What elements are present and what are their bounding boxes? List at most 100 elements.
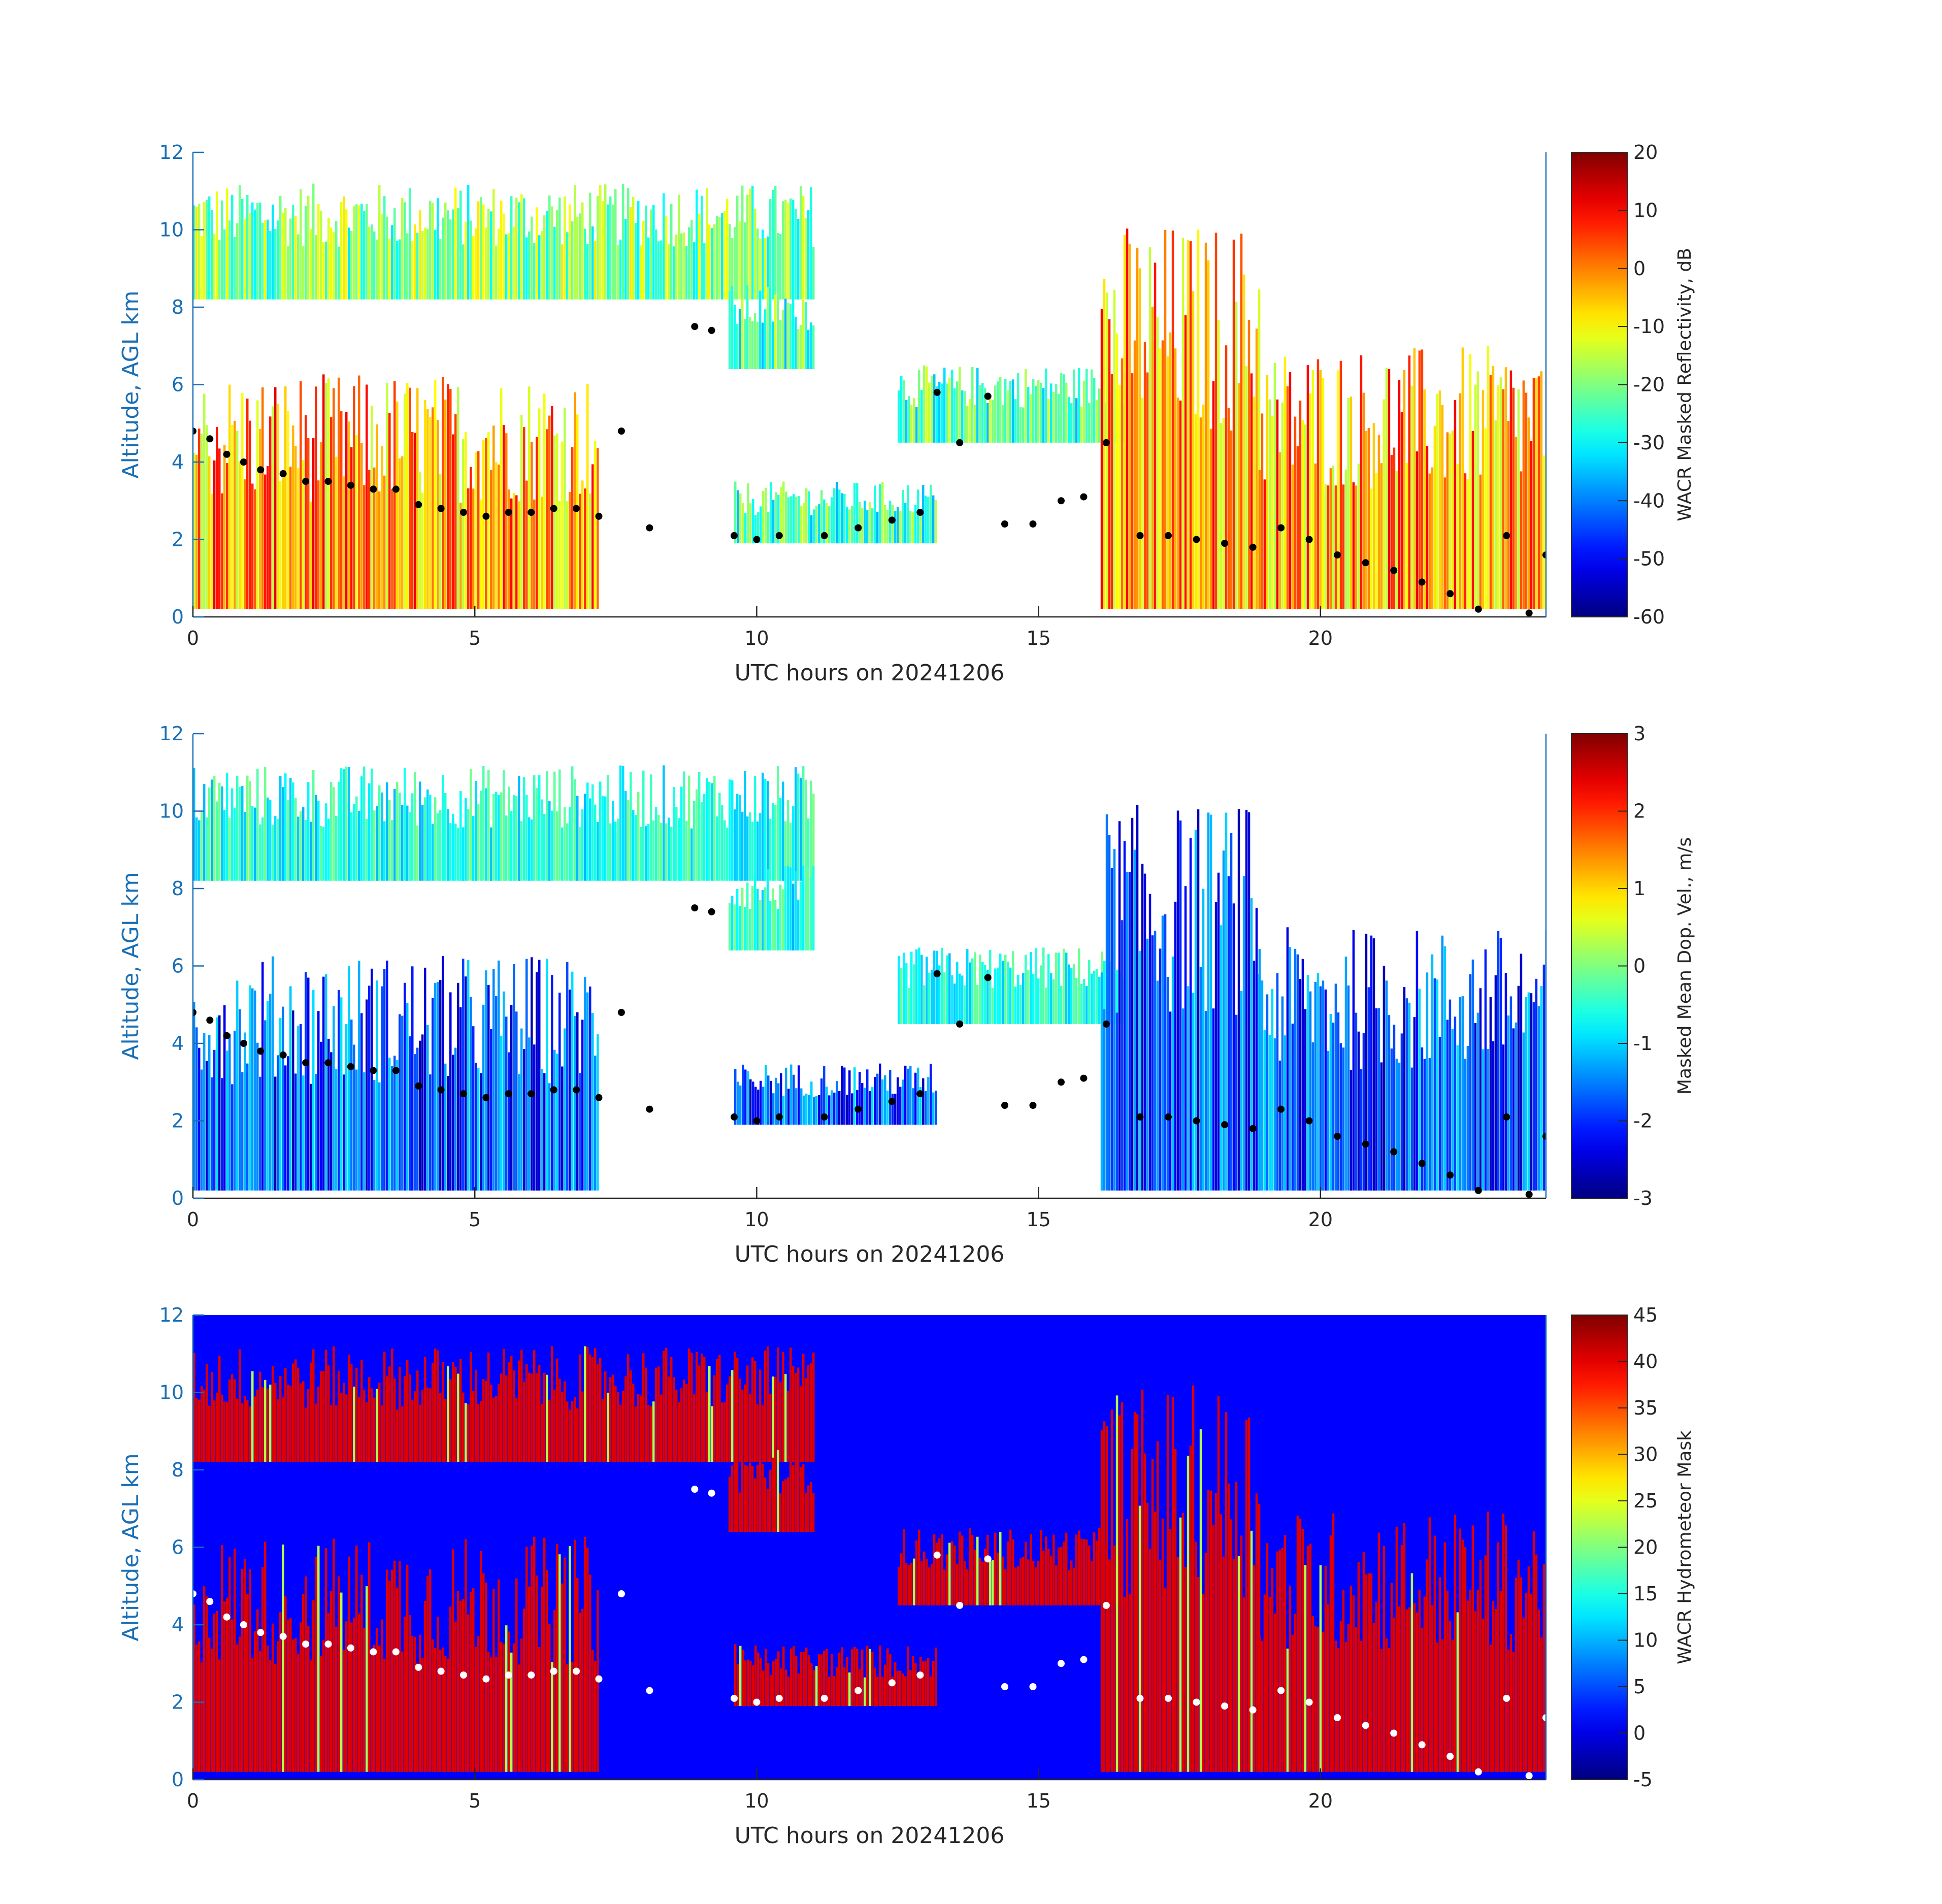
cloud-streak (1339, 360, 1342, 609)
cloud-streak (1035, 385, 1037, 443)
cloud-streak (1502, 389, 1505, 609)
cloud-base-point (223, 450, 231, 458)
cloud-streak (743, 907, 746, 950)
cloud-base-point (916, 1090, 924, 1098)
cloud-base-point (888, 1679, 896, 1687)
cloud-streak (1154, 1512, 1157, 1772)
cloud-streak (213, 460, 216, 609)
cloud-streak (294, 1638, 297, 1772)
cloud-streak (1019, 407, 1022, 443)
cloud-streak (767, 1663, 770, 1706)
cloud-streak (348, 1354, 350, 1462)
cloud-streak (543, 1073, 546, 1191)
cloud-streak (670, 1357, 673, 1462)
cloud-streak (1484, 949, 1487, 1191)
colorbar-tick-label: 10 (1633, 199, 1658, 221)
cloud-streak (401, 1015, 404, 1191)
cloud-streak (564, 408, 566, 609)
cloud-streak (201, 433, 203, 609)
cloud-streak (1497, 1542, 1500, 1772)
cloud-streak (449, 992, 452, 1191)
cloud-base-point (1334, 1133, 1341, 1140)
cloud-streak (1217, 1396, 1220, 1772)
cloud-streak (409, 812, 411, 881)
cloud-streak (886, 1648, 889, 1706)
cloud-streak (928, 1567, 931, 1605)
cloud-streak (1240, 1535, 1243, 1772)
cloud-base-point (933, 388, 941, 396)
cloud-streak (538, 775, 541, 881)
cloud-base-point (820, 532, 828, 539)
cloud-streak (645, 826, 647, 881)
cloud-streak (904, 1676, 907, 1706)
cloud-streak (749, 1079, 752, 1125)
cloud-streak (221, 493, 223, 609)
cloud-streak (1296, 954, 1299, 1191)
cloud-streak (1052, 391, 1055, 443)
cloud-streak (340, 997, 343, 1191)
cloud-streak (1078, 1530, 1080, 1605)
cloud-streak (751, 1357, 754, 1462)
cloud-streak (193, 1604, 195, 1772)
cloud-streak (475, 228, 477, 300)
cloud-streak (1128, 1594, 1131, 1772)
colorbar-label: WACR Masked Reflectivity, dB (1674, 248, 1695, 521)
cloud-streak (500, 1373, 503, 1462)
cloud-streak (300, 1383, 302, 1462)
cloud-streak (969, 962, 971, 1024)
cloud-streak (586, 1347, 589, 1462)
cloud-streak (933, 374, 936, 443)
cloud-streak (307, 438, 310, 609)
cloud-streak (1355, 1012, 1358, 1191)
cloud-streak (1334, 983, 1337, 1191)
cloud-streak (584, 794, 586, 881)
x-tick-label: 0 (187, 1208, 199, 1231)
cloud-streak (737, 1664, 739, 1706)
cloud-streak (919, 1657, 922, 1706)
cloud-streak (1365, 431, 1368, 609)
cloud-streak (594, 1056, 597, 1191)
cloud-streak (244, 1559, 246, 1772)
cloud-streak (1283, 1035, 1287, 1191)
cloud-streak (1515, 1578, 1518, 1772)
cloud-streak (1123, 235, 1126, 609)
cloud-streak (419, 210, 421, 300)
cloud-streak (734, 481, 737, 544)
cloud-streak (1121, 1402, 1124, 1772)
cloud-streak (1449, 1620, 1452, 1772)
cloud-streak (251, 202, 254, 300)
cloud-streak (640, 827, 642, 881)
cloud-streak (581, 809, 584, 881)
cloud-streak (335, 1069, 338, 1191)
cloud-streak (465, 1403, 467, 1462)
cloud-streak (941, 947, 943, 1024)
cloud-streak (1454, 400, 1457, 609)
cloud-streak (848, 1070, 851, 1125)
cloud-streak (930, 484, 932, 544)
cloud-streak (386, 960, 388, 1191)
cloud-streak (833, 1676, 836, 1706)
cloud-streak (749, 188, 751, 300)
cloud-streak (216, 427, 218, 609)
cloud-streak (1052, 979, 1055, 1024)
cloud-streak (1400, 412, 1403, 609)
cloud-streak (1509, 370, 1512, 609)
cloud-streak (1123, 841, 1126, 1191)
cloud-streak (927, 1077, 930, 1125)
cloud-streak (823, 1066, 826, 1125)
cloud-streak (604, 1371, 607, 1462)
cloud-streak (574, 1016, 576, 1191)
cloud-streak (353, 206, 355, 300)
cloud-streak (1423, 389, 1426, 609)
cloud-streak (1199, 417, 1202, 609)
cloud-streak (744, 1660, 747, 1706)
cloud-streak (1222, 850, 1225, 1191)
cloud-base-point (1525, 1772, 1533, 1780)
cloud-base-point (646, 1687, 653, 1694)
cloud-streak (777, 766, 779, 881)
cloud-streak (376, 1627, 378, 1772)
cloud-streak (1058, 1547, 1060, 1605)
cloud-streak (1355, 485, 1358, 609)
cloud-streak (531, 442, 533, 609)
